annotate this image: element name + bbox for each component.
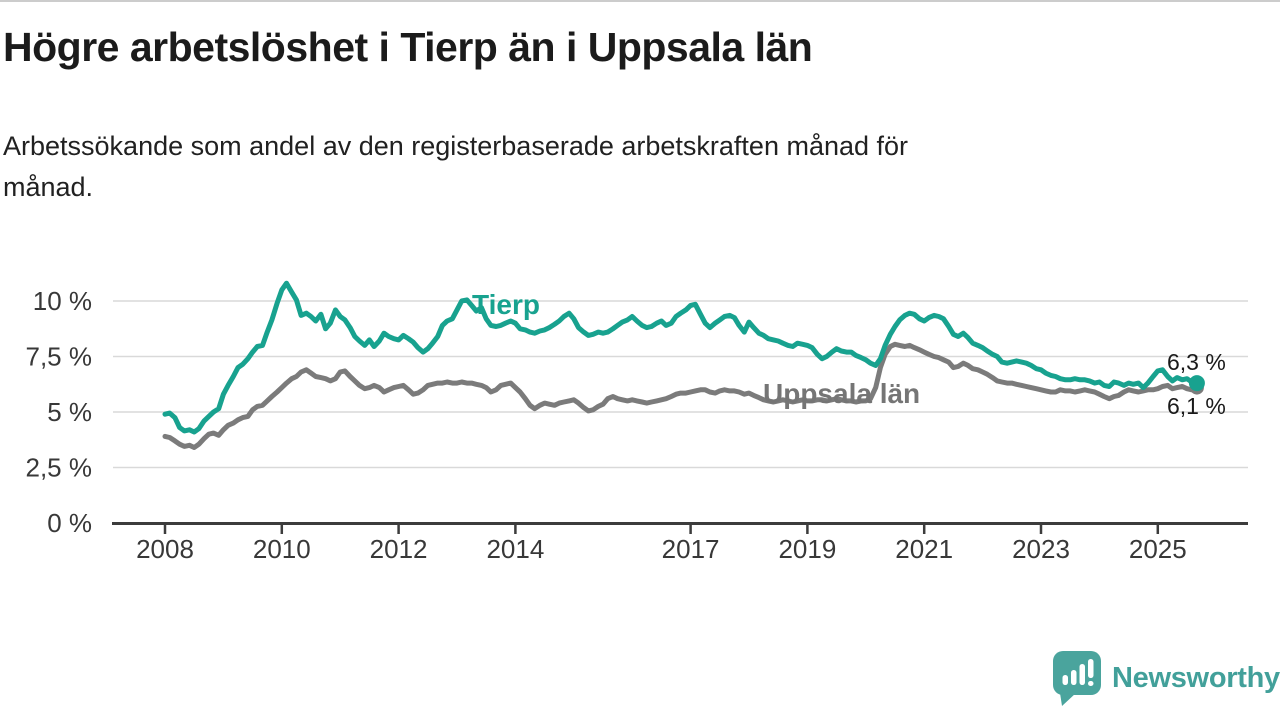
series-line-tierp: [162, 280, 1200, 435]
x-tick-label: 2025: [1129, 534, 1187, 564]
logo-exclamation-dot: [1088, 681, 1094, 686]
y-tick-label: 7,5 %: [26, 342, 93, 372]
subtitle-line-1: Arbetssökande som andel av den registerb…: [3, 131, 909, 161]
logo-bars: [1062, 659, 1094, 686]
end-value-label-tierp: 6,3 %: [1167, 349, 1226, 375]
x-tick-label: 2023: [1012, 534, 1070, 564]
series-end-dot-tierp: [1188, 375, 1205, 392]
series-label-uppsala: Uppsala län: [763, 378, 921, 409]
end-value-label-uppsala: 6,1 %: [1167, 393, 1226, 419]
top-divider: [0, 0, 1280, 2]
newsworthy-logo-icon: [1053, 651, 1101, 706]
series-label-tierp: Tierp: [472, 289, 540, 320]
x-tick-label: 2017: [662, 534, 720, 564]
x-tick-label: 2010: [253, 534, 311, 564]
newsworthy-logo-text: Newsworthy: [1112, 662, 1280, 694]
logo-exclamation-bar: [1088, 659, 1094, 678]
subtitle-line-2: månad.: [3, 172, 94, 202]
x-tick-label: 2012: [370, 534, 428, 564]
x-tick-label: 2014: [486, 534, 544, 564]
page-title: Högre arbetslöshet i Tierp än i Uppsala …: [3, 24, 813, 70]
x-tick-label: 2019: [778, 534, 836, 564]
series-line-uppsala: [162, 341, 1200, 450]
y-tick-label: 2,5 %: [26, 453, 93, 483]
logo-bubble: [1053, 651, 1101, 695]
x-tick-label: 2021: [895, 534, 953, 564]
y-tick-label: 0 %: [47, 508, 92, 538]
y-tick-label: 5 %: [47, 397, 92, 427]
page-subtitle: Arbetssökande som andel av den registerb…: [3, 126, 1223, 208]
newsworthy-branding: Newsworthy: [1052, 650, 1280, 707]
x-tick-label: 2008: [136, 534, 194, 564]
logo-bubble-tail: [1060, 693, 1076, 706]
y-tick-label: 10 %: [33, 286, 92, 316]
